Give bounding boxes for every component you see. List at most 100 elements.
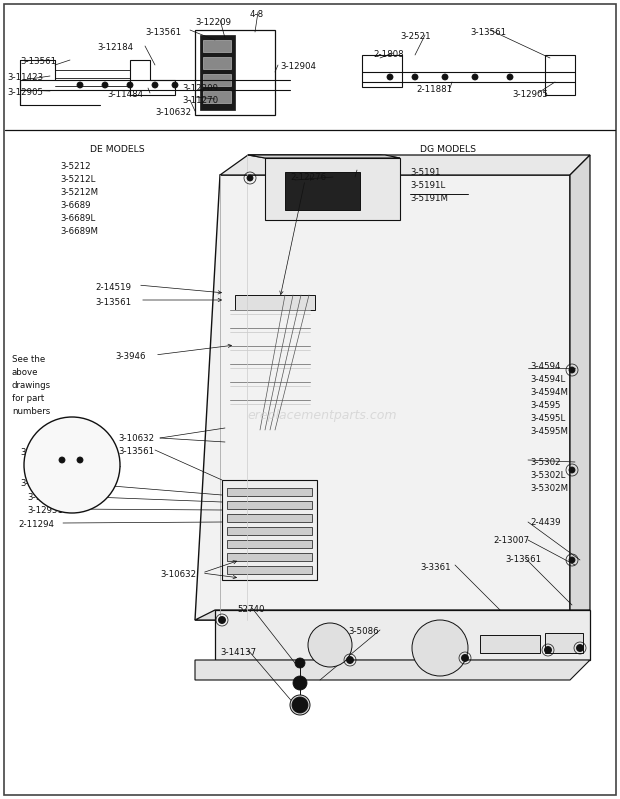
Text: 3-5191M: 3-5191M (410, 194, 448, 203)
Circle shape (507, 74, 513, 80)
Circle shape (577, 645, 583, 651)
Text: 3-10632: 3-10632 (155, 108, 191, 117)
Polygon shape (195, 175, 570, 620)
Text: 3-12904: 3-12904 (280, 62, 316, 71)
Text: 3-11270: 3-11270 (182, 96, 218, 105)
Bar (52, 448, 94, 482)
Text: 3-5212: 3-5212 (60, 162, 91, 171)
Circle shape (308, 623, 352, 667)
Circle shape (218, 617, 226, 623)
Text: 3-2521: 3-2521 (400, 32, 431, 41)
Circle shape (77, 457, 83, 463)
Bar (227, 553, 312, 561)
Text: 3-14137: 3-14137 (220, 648, 256, 657)
Circle shape (172, 82, 178, 88)
Text: 3-13561: 3-13561 (118, 447, 154, 456)
Circle shape (442, 74, 448, 80)
Text: 3-13561: 3-13561 (95, 298, 131, 307)
Text: 2-4439: 2-4439 (530, 518, 560, 527)
Bar (480, 635, 540, 653)
Polygon shape (215, 610, 590, 660)
Text: 3-10632: 3-10632 (118, 434, 154, 443)
Bar (58, 453, 72, 477)
Text: 3-3361: 3-3361 (420, 563, 451, 572)
Polygon shape (195, 660, 590, 680)
Text: 3-12184: 3-12184 (97, 43, 133, 52)
Bar (362, 55, 402, 87)
Text: for part: for part (12, 394, 44, 403)
Text: DG MODELS: DG MODELS (420, 145, 476, 154)
Bar (203, 57, 231, 69)
Text: 3-4595L: 3-4595L (530, 414, 565, 423)
Bar (285, 172, 360, 210)
Text: 3-12951: 3-12951 (27, 506, 63, 515)
Bar (195, 30, 275, 115)
Circle shape (59, 457, 65, 463)
Polygon shape (265, 158, 400, 220)
Text: 2-11294: 2-11294 (18, 520, 54, 529)
Circle shape (152, 82, 158, 88)
Text: 3-12905: 3-12905 (7, 88, 43, 97)
Bar (227, 540, 312, 548)
Polygon shape (195, 610, 590, 620)
Text: 2-13007: 2-13007 (493, 536, 529, 545)
Text: above: above (12, 368, 38, 377)
Bar (545, 633, 583, 653)
Text: 3-5191L: 3-5191L (410, 181, 445, 190)
Circle shape (24, 417, 120, 513)
Text: 2-14519: 2-14519 (95, 283, 131, 292)
Polygon shape (248, 155, 400, 158)
Bar (203, 74, 231, 86)
Text: DE MODELS: DE MODELS (90, 145, 144, 154)
Circle shape (569, 557, 575, 563)
Circle shape (544, 646, 552, 654)
Bar (227, 566, 312, 574)
Circle shape (387, 74, 393, 80)
Text: 3-5302M: 3-5302M (530, 484, 568, 493)
Text: 3-5302: 3-5302 (530, 458, 560, 467)
Text: 3-6689: 3-6689 (60, 201, 91, 210)
Circle shape (293, 676, 307, 690)
Polygon shape (248, 155, 400, 158)
Text: 3-4595: 3-4595 (530, 401, 560, 410)
Text: 3-4594M: 3-4594M (530, 388, 568, 397)
Text: 3-5302L: 3-5302L (530, 471, 565, 480)
Text: 3-13122: 3-13122 (20, 448, 56, 457)
Text: 3-5212M: 3-5212M (60, 188, 98, 197)
Text: 3-13561: 3-13561 (145, 28, 181, 37)
Text: 4-8: 4-8 (250, 10, 264, 19)
Text: 3-13561: 3-13561 (20, 57, 56, 66)
Text: 3-12209: 3-12209 (182, 84, 218, 93)
Text: 3-11484: 3-11484 (107, 90, 143, 99)
Circle shape (247, 175, 253, 181)
Text: 3-13561: 3-13561 (470, 28, 506, 37)
Text: 52740: 52740 (237, 605, 265, 614)
Text: numbers: numbers (12, 407, 50, 416)
Text: 3-6689L: 3-6689L (60, 214, 95, 223)
Text: 2-12276: 2-12276 (290, 173, 326, 182)
Circle shape (290, 695, 310, 715)
Circle shape (77, 82, 83, 88)
Bar (203, 40, 231, 52)
Text: ereplacementparts.com: ereplacementparts.com (247, 409, 397, 422)
Text: 2-11881: 2-11881 (416, 85, 452, 94)
Polygon shape (220, 155, 590, 175)
Text: 3-5191: 3-5191 (410, 168, 440, 177)
Bar (235, 295, 315, 310)
Text: 3-1548: 3-1548 (20, 479, 51, 488)
Text: 3-13559: 3-13559 (27, 493, 63, 502)
Circle shape (102, 82, 108, 88)
Text: 3-5086: 3-5086 (348, 627, 379, 636)
Text: 3-3946: 3-3946 (115, 352, 146, 361)
Circle shape (472, 74, 478, 80)
Bar (227, 514, 312, 522)
Polygon shape (570, 155, 590, 620)
Text: 3-5212L: 3-5212L (60, 175, 95, 184)
Text: 3-4595M: 3-4595M (530, 427, 568, 436)
Text: 3-4594: 3-4594 (530, 362, 560, 371)
Circle shape (292, 697, 308, 713)
Circle shape (569, 467, 575, 473)
Text: See the: See the (12, 355, 45, 364)
Circle shape (412, 74, 418, 80)
Circle shape (569, 367, 575, 373)
